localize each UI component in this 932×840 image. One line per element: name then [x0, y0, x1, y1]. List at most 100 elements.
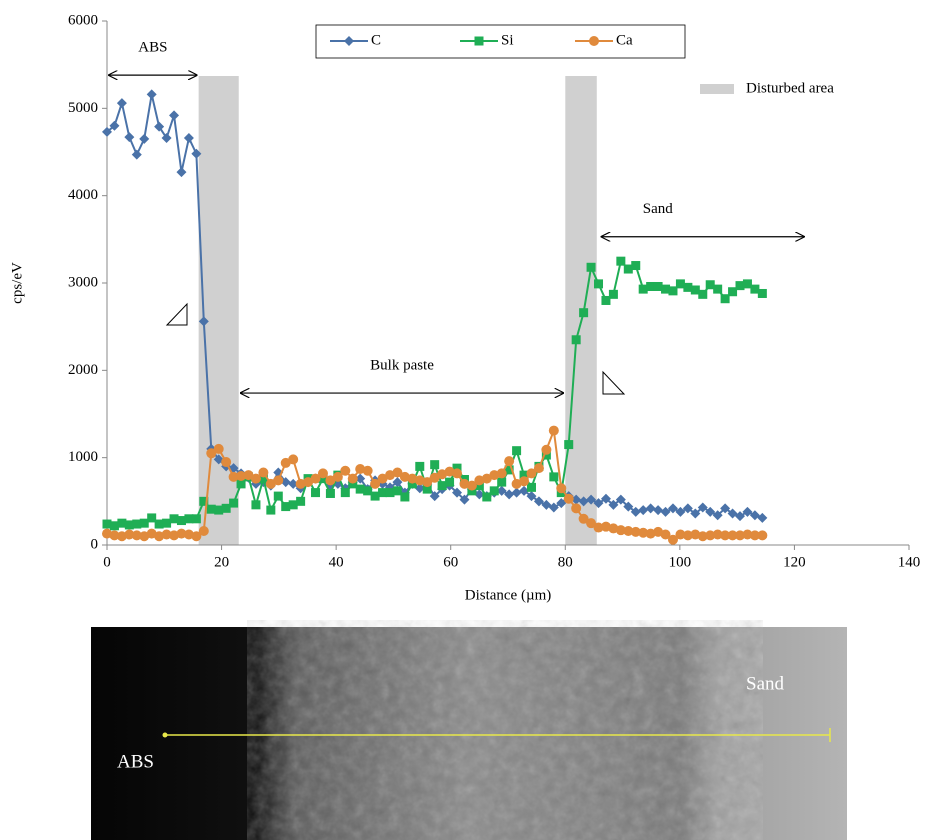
- point: [608, 289, 618, 299]
- point: [344, 36, 354, 46]
- point: [198, 526, 209, 537]
- point: [191, 514, 201, 524]
- point: [392, 486, 402, 496]
- point: [742, 529, 753, 540]
- legend-label: Si: [501, 32, 514, 48]
- point: [169, 110, 180, 121]
- point: [690, 285, 700, 295]
- point: [481, 473, 492, 484]
- y-tick-label: 3000: [68, 274, 98, 290]
- x-axis-label: Distance (µm): [465, 587, 552, 603]
- point: [630, 506, 641, 517]
- point: [653, 505, 664, 516]
- point: [720, 294, 730, 304]
- point: [273, 491, 283, 501]
- point: [675, 506, 686, 517]
- point: [600, 521, 611, 532]
- point: [154, 121, 165, 132]
- point: [474, 36, 484, 46]
- point: [154, 519, 164, 529]
- point: [667, 503, 678, 514]
- point: [675, 529, 686, 540]
- y-tick-label: 1000: [68, 449, 98, 465]
- point: [265, 478, 276, 489]
- point: [296, 496, 306, 506]
- point: [407, 479, 417, 489]
- point: [370, 491, 380, 501]
- sem-texture: [290, 627, 720, 840]
- point: [533, 463, 544, 474]
- point: [250, 473, 261, 484]
- point: [683, 282, 693, 292]
- point: [183, 133, 194, 144]
- point: [594, 279, 604, 289]
- legend-label: Disturbed area: [746, 80, 834, 96]
- point: [102, 528, 112, 539]
- point: [131, 149, 142, 160]
- y-tick-label: 2000: [68, 362, 98, 378]
- point: [512, 446, 522, 456]
- point: [750, 284, 760, 294]
- point: [213, 443, 224, 454]
- point: [311, 488, 321, 498]
- point: [370, 478, 381, 489]
- point: [638, 527, 649, 538]
- slope-triangle: [602, 370, 626, 395]
- point: [548, 425, 559, 436]
- point: [281, 502, 291, 512]
- x-tick-label: 80: [558, 554, 573, 570]
- point: [161, 133, 172, 144]
- point: [705, 280, 715, 290]
- point: [504, 489, 515, 500]
- point: [579, 308, 589, 318]
- point: [720, 530, 731, 541]
- point: [586, 262, 596, 272]
- point: [586, 494, 597, 505]
- point: [497, 477, 507, 487]
- point: [452, 463, 462, 473]
- point: [496, 485, 507, 496]
- point: [489, 470, 500, 481]
- point: [273, 475, 284, 486]
- point: [236, 471, 247, 482]
- point: [162, 518, 172, 528]
- point: [183, 529, 194, 540]
- point: [161, 529, 172, 540]
- point: [355, 464, 366, 475]
- point: [176, 528, 187, 539]
- point: [519, 476, 530, 487]
- point: [355, 484, 365, 494]
- point: [541, 450, 551, 460]
- point: [541, 499, 552, 510]
- point: [377, 473, 388, 484]
- point: [288, 478, 299, 489]
- point: [705, 530, 716, 541]
- point: [191, 148, 202, 159]
- point: [727, 508, 738, 519]
- legend-label: Ca: [616, 32, 633, 48]
- point: [667, 534, 678, 545]
- point: [519, 485, 530, 496]
- point: [325, 475, 336, 486]
- point: [116, 531, 127, 542]
- point: [362, 465, 373, 476]
- point: [571, 503, 582, 514]
- point: [638, 284, 648, 294]
- point: [661, 284, 671, 294]
- point: [541, 444, 552, 455]
- point: [288, 454, 299, 465]
- point: [459, 494, 470, 505]
- y-tick-label: 6000: [68, 12, 98, 28]
- y-axis-label: cps/eV: [9, 262, 25, 304]
- x-tick-label: 100: [669, 554, 692, 570]
- point: [414, 483, 425, 494]
- point: [295, 478, 306, 489]
- point: [549, 472, 559, 482]
- point: [749, 510, 760, 521]
- point: [571, 494, 582, 505]
- x-tick-label: 120: [783, 554, 806, 570]
- point: [243, 470, 254, 481]
- point: [429, 472, 440, 483]
- point: [593, 498, 604, 509]
- point: [638, 505, 649, 516]
